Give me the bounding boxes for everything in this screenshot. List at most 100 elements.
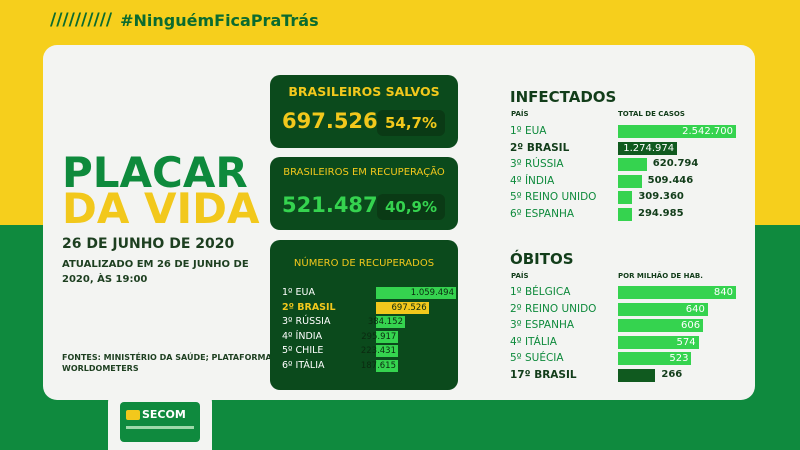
infected-value: 309.360	[638, 191, 684, 202]
logo-text: SECOM	[142, 408, 186, 421]
recovered-value: 1.059.494	[410, 288, 454, 298]
deaths-row: 2º REINO UNIDO 640	[510, 302, 750, 316]
recovered-value: 697.526	[391, 302, 427, 313]
deaths-value: 840	[713, 287, 733, 298]
deaths-value: 266	[661, 368, 683, 380]
logo-tab: SECOM	[108, 390, 212, 450]
infected-col-country: PAÍS	[511, 110, 529, 118]
title-line1: PLACAR	[62, 148, 248, 197]
saved-percent: 54,7%	[377, 110, 445, 136]
recovery-label: BRASILEIROS EM RECUPERAÇÃO	[283, 167, 445, 178]
updated-text: ATUALIZADO EM 26 DE JUNHO DE 2020, ÀS 19…	[62, 259, 249, 285]
saved-box: BRASILEIROS SALVOS 697.526 54,7%	[270, 75, 458, 148]
deaths-value: 574	[676, 336, 696, 348]
deaths-country: 17º BRASIL	[510, 368, 577, 381]
recovered-row: 2º BRASIL 697.526	[282, 301, 452, 315]
infected-bar	[618, 191, 633, 204]
deaths-value: 523	[669, 353, 689, 364]
deaths-col-value: POR MILHÃO DE HAB.	[618, 272, 703, 280]
infected-value: 294.985	[638, 207, 684, 219]
recovered-value: 295.917	[361, 331, 397, 342]
infected-country: 3º RÚSSIA	[510, 158, 564, 170]
deaths-bar: 606	[618, 319, 704, 332]
infected-value: 2.542.700	[682, 126, 733, 137]
infected-value: 1.274.974	[623, 142, 675, 154]
slashes-decoration: //////////	[50, 10, 113, 30]
deaths-row: 17º BRASIL 266	[510, 368, 750, 382]
recovered-value: 384.152	[367, 317, 403, 327]
infected-bar	[618, 174, 642, 188]
infected-country: 1º EUA	[510, 125, 547, 137]
infected-col-value: TOTAL DE CASOS	[618, 110, 685, 118]
infected-bar	[618, 158, 647, 171]
deaths-country: 1º BÉLGICA	[510, 286, 571, 298]
deaths-bar: 640	[618, 302, 708, 316]
recovered-row: 5º CHILE 223.431	[282, 344, 452, 358]
infected-country: 5º REINO UNIDO	[510, 191, 597, 203]
deaths-value: 640	[685, 303, 705, 315]
deaths-bar: 523	[618, 352, 692, 365]
deaths-row: 3º ESPANHA 606	[510, 318, 750, 332]
recovered-country: 4º ÍNDIA	[282, 330, 323, 342]
infected-title: INFECTADOS	[510, 88, 617, 106]
recovered-country: 6º ITÁLIA	[282, 359, 325, 371]
hashtag: #NinguémFicaPraTrás	[120, 10, 319, 30]
recovered-country: 5º CHILE	[282, 345, 324, 356]
recovered-country: 1º EUA	[282, 287, 315, 298]
deaths-col-country: PAÍS	[511, 272, 529, 280]
infected-value: 509.446	[647, 174, 694, 186]
deaths-country: 4º ITÁLIA	[510, 335, 557, 348]
recovered-value: 223.431	[360, 346, 396, 356]
infected-bar: 2.542.700	[618, 125, 736, 138]
deaths-bar: 574	[618, 335, 699, 349]
recovered-bar: 187.615	[361, 359, 398, 372]
recovered-bar: 384.152	[368, 316, 405, 328]
deaths-value: 606	[681, 320, 701, 331]
infected-country: 4º ÍNDIA	[510, 174, 555, 187]
date: 26 DE JUNHO DE 2020	[62, 236, 235, 252]
recovered-country: 3º RÚSSIA	[282, 316, 331, 327]
recovered-ranking-box: NÚMERO DE RECUPERADOS 1º EUA 1.059.494 2º …	[270, 240, 458, 390]
infected-row: 3º RÚSSIA 620.794	[510, 157, 750, 171]
deaths-bar	[618, 368, 656, 382]
recovered-value: 187.615	[360, 360, 396, 371]
recovered-bar: 223.431	[361, 345, 398, 357]
infected-row: 4º ÍNDIA 509.446	[510, 174, 750, 188]
infected-bar: 1.274.974	[618, 141, 678, 155]
infected-row: 6º ESPANHA 294.985	[510, 207, 750, 221]
recovered-country: 2º BRASIL	[282, 301, 336, 313]
recovery-box: BRASILEIROS EM RECUPERAÇÃO 521.487 40,9%	[270, 157, 458, 230]
deaths-bar: 840	[618, 286, 736, 299]
saved-label: BRASILEIROS SALVOS	[288, 84, 440, 99]
recovered-label: NÚMERO DE RECUPERADOS	[293, 258, 435, 269]
recovered-row: 1º EUA 1.059.494	[282, 286, 456, 300]
infected-country: 2º BRASIL	[510, 141, 570, 154]
recovered-bar: 295.917	[361, 330, 399, 343]
recovered-bar: 697.526	[376, 301, 429, 314]
infected-row: 1º EUA 2.542.700	[510, 124, 750, 138]
recovered-row: 6º ITÁLIA 187.615	[282, 359, 452, 373]
deaths-country: 3º ESPANHA	[510, 319, 575, 331]
recovered-row: 4º ÍNDIA 295.917	[282, 330, 452, 344]
deaths-title: ÓBITOS	[510, 250, 574, 268]
hashtag-bar: ////////// #NinguémFicaPraTrás	[50, 10, 319, 30]
recovered-bar: 1.059.494	[376, 287, 456, 299]
deaths-row: 4º ITÁLIA 574	[510, 335, 750, 349]
title-line2: DA VIDA	[62, 184, 260, 233]
sources-text: FONTES: MINISTÉRIO DA SAÚDE; PLATAFORMA …	[62, 353, 272, 374]
deaths-row: 5º SUÉCIA 523	[510, 351, 750, 365]
flag-icon	[126, 410, 140, 420]
saved-value: 697.526	[282, 109, 378, 133]
infected-country: 6º ESPANHA	[510, 207, 575, 220]
infected-bar	[618, 207, 632, 221]
deaths-country: 2º REINO UNIDO	[510, 302, 597, 315]
recovery-value: 521.487	[282, 193, 378, 217]
infected-value: 620.794	[652, 158, 699, 169]
recovered-row: 3º RÚSSIA 384.152	[282, 315, 452, 329]
deaths-row: 1º BÉLGICA 840	[510, 285, 750, 299]
recovery-percent: 40,9%	[377, 194, 445, 220]
infected-row: 2º BRASIL 1.274.974	[510, 141, 750, 155]
logo-underline	[126, 426, 194, 429]
deaths-country: 5º SUÉCIA	[510, 352, 564, 364]
secom-logo: SECOM	[120, 402, 200, 442]
